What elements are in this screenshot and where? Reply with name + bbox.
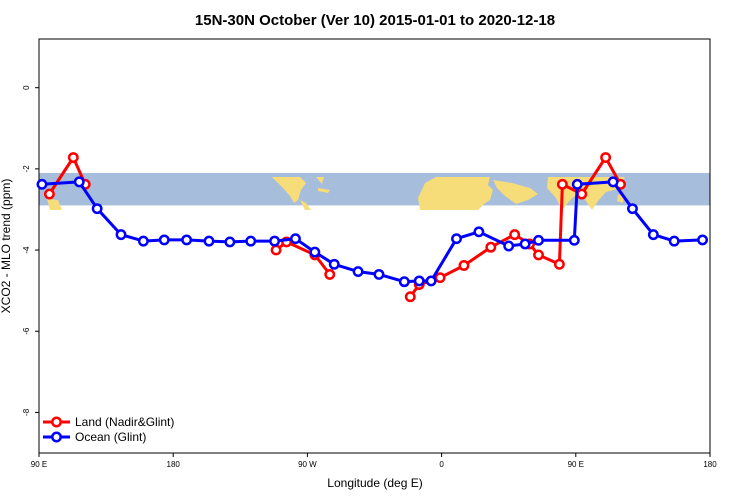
map-land-sahara bbox=[418, 177, 493, 210]
series-0-point-1-3 bbox=[324, 268, 336, 280]
x-axis: 90 E 180 90 W 0 90 E 180 bbox=[31, 453, 717, 469]
series-1-point-0-15 bbox=[373, 268, 385, 280]
series-1-point-0-9 bbox=[245, 235, 257, 247]
series-0-point-0-0 bbox=[43, 188, 55, 200]
series-0-point-2-11 bbox=[600, 152, 612, 163]
series-1-point-0-25 bbox=[571, 178, 583, 190]
series-0-point-2-3 bbox=[458, 260, 470, 271]
series-1-point-0-4 bbox=[137, 235, 149, 247]
series-1-point-0-5 bbox=[158, 234, 170, 246]
x-axis-label: Longitude (deg E) bbox=[327, 476, 422, 490]
chart-title: 15N-30N October (Ver 10) 2015-01-01 to 2… bbox=[195, 12, 555, 29]
legend-marker-ocean bbox=[51, 431, 62, 443]
series-1-point-0-24 bbox=[568, 234, 580, 246]
map-land-florida bbox=[316, 177, 324, 184]
x-tick-label-0: 90 E bbox=[31, 460, 47, 469]
series-1-point-0-29 bbox=[668, 235, 680, 247]
series-1-point-0-6 bbox=[181, 234, 193, 246]
series-0-point-2-8 bbox=[553, 258, 565, 270]
x-tick-label-3: 0 bbox=[439, 460, 444, 469]
y-tick-label-3: -6 bbox=[22, 327, 31, 335]
series-0-line-1 bbox=[275, 240, 331, 276]
series-1-point-0-10 bbox=[269, 235, 281, 247]
series-1-point-0-26 bbox=[607, 176, 619, 188]
series-1-point-0-19 bbox=[451, 233, 462, 245]
series-1-point-0-27 bbox=[627, 203, 638, 215]
x-tick-label-4: 90 E bbox=[568, 460, 584, 469]
series-1-point-0-30 bbox=[697, 234, 708, 246]
map-land-central-america bbox=[300, 200, 311, 210]
series-0-point-2-10 bbox=[576, 188, 588, 200]
legend: Land (Nadir&Glint) Ocean (Glint) bbox=[43, 415, 174, 444]
y-tick-label-4: -8 bbox=[22, 408, 31, 416]
map-land-mexico bbox=[272, 177, 306, 203]
series-1-point-0-13 bbox=[328, 258, 340, 270]
y-tick-label-1: -2 bbox=[22, 165, 31, 173]
series-1-point-0-3 bbox=[115, 229, 127, 241]
series-0-point-2-4 bbox=[485, 241, 497, 253]
series-1-point-0-21 bbox=[503, 240, 515, 252]
series-1-point-0-23 bbox=[533, 234, 544, 246]
series-0-point-0-1 bbox=[67, 152, 79, 163]
series-1-point-0-14 bbox=[352, 266, 364, 278]
y-tick-label-0: 0 bbox=[22, 85, 31, 90]
series-1-point-0-17 bbox=[413, 275, 425, 287]
series-1-point-0-20 bbox=[473, 226, 485, 238]
series-0-point-2-9 bbox=[556, 178, 568, 190]
x-tick-label-2: 90 W bbox=[298, 460, 317, 469]
series-0-point-2-2 bbox=[434, 272, 446, 284]
series-1-point-0-2 bbox=[91, 203, 103, 215]
series-1-point-0-22 bbox=[519, 238, 531, 250]
legend-marker-land bbox=[51, 416, 62, 428]
series-1-point-0-0 bbox=[36, 178, 48, 190]
series-1-point-0-8 bbox=[224, 236, 236, 248]
legend-label-land: Land (Nadir&Glint) bbox=[75, 415, 174, 429]
legend-label-ocean: Ocean (Glint) bbox=[75, 430, 146, 444]
map-land-indonesia bbox=[47, 199, 62, 210]
series-0-point-2-0 bbox=[404, 291, 416, 303]
y-axis: 0 -2 -4 -6 -8 bbox=[22, 85, 39, 416]
series-1-point-0-28 bbox=[647, 229, 659, 241]
series-1-point-0-16 bbox=[398, 276, 410, 288]
series-0-point-2-5 bbox=[509, 229, 521, 241]
map-land-cuba bbox=[318, 188, 330, 193]
series-1 bbox=[36, 176, 708, 288]
series-1-point-0-7 bbox=[203, 235, 215, 247]
map-land-arabia bbox=[493, 180, 538, 204]
x-tick-label-1: 180 bbox=[167, 460, 181, 469]
series-group bbox=[36, 152, 708, 303]
y-axis-label: XCO2 - MLO trend (ppm) bbox=[0, 179, 13, 314]
series-0-point-2-7 bbox=[533, 249, 544, 261]
series-1-point-0-18 bbox=[425, 275, 437, 287]
series-0-point-1-0 bbox=[270, 244, 282, 256]
series-1-point-0-1 bbox=[73, 176, 85, 188]
series-1-point-0-12 bbox=[309, 246, 321, 258]
x-tick-label-5: 180 bbox=[703, 460, 717, 469]
y-tick-label-2: -4 bbox=[22, 246, 31, 254]
plot-frame bbox=[38, 38, 711, 454]
series-1-point-0-11 bbox=[290, 233, 301, 245]
